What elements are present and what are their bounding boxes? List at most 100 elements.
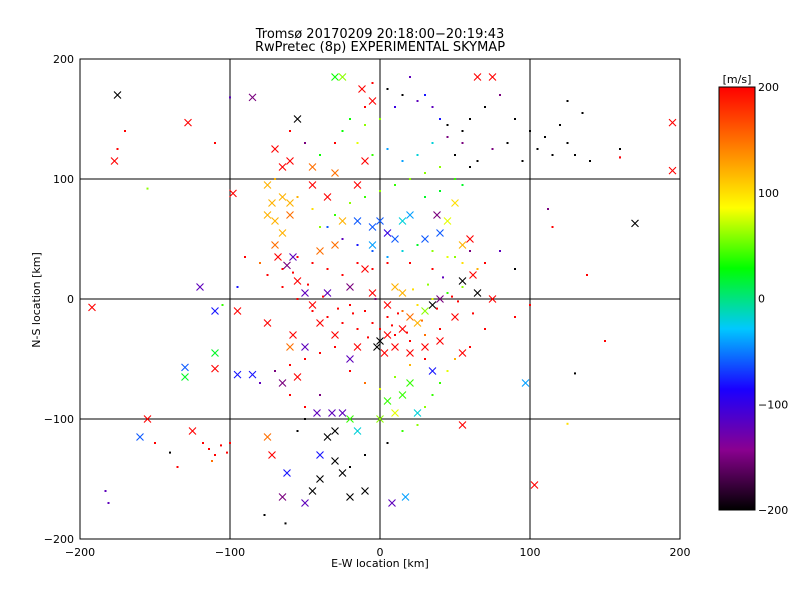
dot-marker bbox=[514, 316, 516, 318]
cross-marker bbox=[286, 199, 294, 207]
cross-marker bbox=[668, 166, 677, 175]
cross-marker bbox=[233, 307, 242, 315]
dot-marker bbox=[364, 196, 366, 198]
cross-marker bbox=[368, 289, 377, 297]
cross-marker bbox=[398, 289, 407, 297]
dot-marker bbox=[581, 112, 584, 114]
dot-marker bbox=[326, 226, 329, 228]
cross-marker bbox=[110, 157, 119, 165]
dot-marker bbox=[202, 442, 204, 444]
colorbar-scale bbox=[718, 86, 756, 511]
cross-marker bbox=[421, 343, 429, 351]
dot-marker bbox=[386, 148, 389, 150]
cross-marker bbox=[383, 301, 392, 309]
cross-marker bbox=[361, 265, 369, 273]
dot-marker bbox=[319, 226, 321, 228]
dot-marker bbox=[446, 136, 449, 138]
dot-marker bbox=[529, 130, 531, 132]
cross-marker bbox=[274, 253, 282, 261]
dot-marker bbox=[451, 295, 453, 298]
cross-marker bbox=[271, 241, 279, 249]
dot-marker bbox=[401, 310, 404, 312]
cross-marker bbox=[289, 253, 297, 261]
cross-marker bbox=[181, 373, 189, 381]
dot-marker bbox=[356, 262, 359, 264]
dot-marker bbox=[454, 154, 456, 156]
plot-grid bbox=[80, 59, 680, 539]
dot-marker bbox=[364, 106, 366, 108]
dot-marker bbox=[311, 310, 314, 312]
cross-marker bbox=[443, 217, 452, 225]
cross-marker bbox=[353, 343, 362, 351]
cross-marker bbox=[406, 349, 414, 357]
dot-marker bbox=[221, 304, 224, 306]
dot-marker bbox=[476, 160, 479, 162]
dot-marker bbox=[244, 256, 246, 258]
cross-marker bbox=[301, 499, 309, 507]
dot-marker bbox=[566, 100, 569, 102]
dot-marker bbox=[416, 154, 419, 156]
cross-marker bbox=[263, 433, 272, 441]
cross-marker bbox=[143, 415, 152, 423]
dot-marker bbox=[296, 196, 299, 198]
dot-marker bbox=[431, 250, 434, 252]
cross-marker bbox=[248, 370, 257, 379]
dot-marker bbox=[499, 94, 501, 96]
dot-marker bbox=[544, 136, 546, 138]
cross-marker bbox=[313, 409, 321, 417]
cross-marker bbox=[346, 493, 354, 501]
cross-marker bbox=[136, 433, 144, 441]
dot-marker bbox=[401, 430, 404, 432]
dot-marker bbox=[289, 130, 291, 132]
cross-marker bbox=[338, 469, 347, 477]
cross-marker bbox=[391, 409, 399, 417]
dot-marker bbox=[431, 142, 434, 144]
dot-marker bbox=[619, 156, 621, 159]
dot-marker bbox=[292, 271, 294, 274]
dot-marker bbox=[469, 346, 471, 348]
dot-marker bbox=[326, 268, 329, 270]
dot-marker bbox=[263, 514, 266, 516]
dot-marker bbox=[439, 382, 441, 384]
cross-marker bbox=[433, 211, 441, 219]
dot-marker bbox=[289, 394, 291, 396]
cross-marker bbox=[188, 427, 197, 435]
y-tick-label: −100 bbox=[44, 413, 74, 426]
cross-marker bbox=[458, 241, 467, 249]
cross-marker bbox=[301, 343, 309, 351]
cross-marker bbox=[181, 363, 189, 372]
dot-marker bbox=[296, 430, 299, 432]
colorbar-tick-label: −100 bbox=[758, 398, 788, 411]
dot-marker bbox=[349, 466, 351, 468]
dot-marker bbox=[484, 106, 486, 108]
dot-marker bbox=[416, 304, 419, 306]
cross-marker bbox=[211, 349, 219, 357]
dot-marker bbox=[491, 148, 494, 150]
dot-marker bbox=[401, 94, 404, 96]
dot-marker bbox=[476, 268, 479, 270]
dot-marker bbox=[289, 364, 291, 366]
cross-marker bbox=[436, 295, 444, 303]
dot-marker bbox=[364, 310, 366, 312]
cross-marker bbox=[331, 331, 339, 339]
y-axis-label: N-S location [km] bbox=[30, 252, 43, 348]
dot-marker bbox=[104, 490, 107, 492]
dot-marker bbox=[304, 406, 306, 408]
dot-marker bbox=[364, 382, 366, 384]
cross-marker bbox=[353, 181, 362, 189]
dot-marker bbox=[386, 256, 389, 258]
dot-marker bbox=[176, 466, 179, 468]
dot-marker bbox=[424, 172, 426, 174]
cross-marker bbox=[268, 451, 276, 459]
colorbar-tick-label: 0 bbox=[758, 293, 765, 306]
dot-marker bbox=[386, 442, 389, 444]
dot-marker bbox=[356, 244, 359, 246]
dot-marker bbox=[386, 88, 389, 90]
dot-marker bbox=[442, 276, 444, 279]
dot-marker bbox=[547, 208, 549, 210]
colorbar-label: [m/s] bbox=[723, 73, 752, 86]
dot-marker bbox=[394, 184, 396, 186]
cross-marker bbox=[316, 475, 324, 483]
cross-marker bbox=[383, 397, 392, 405]
dot-marker bbox=[341, 322, 344, 324]
